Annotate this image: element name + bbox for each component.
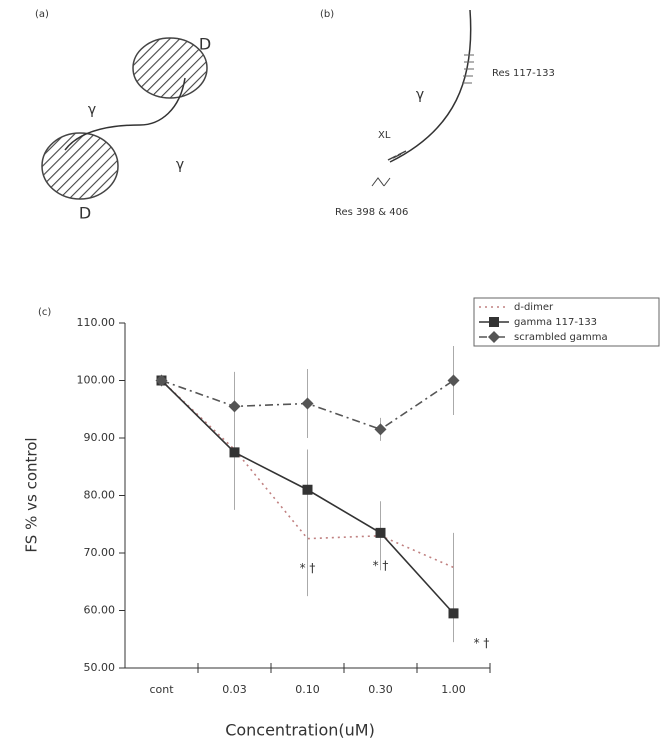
point (448, 375, 460, 387)
legend-label: gamma 117-133 (514, 317, 597, 328)
legend-label: scrambled gamma (514, 332, 608, 343)
panel-label: (c) (38, 307, 51, 318)
d-domain (42, 133, 118, 199)
gamma-chain (390, 10, 471, 162)
annotation: * † (300, 561, 316, 575)
y-tick-label: 70.00 (84, 546, 116, 559)
legend-marker (489, 317, 499, 327)
point (230, 447, 240, 457)
point (449, 608, 459, 618)
annotation: * † (474, 636, 490, 650)
d-domain (133, 38, 207, 98)
point (376, 528, 386, 538)
panel-label: (b) (320, 9, 334, 20)
x-tick-label: 0.30 (368, 683, 393, 696)
y-tick-label: 90.00 (84, 431, 116, 444)
panel-label: (a) (35, 9, 49, 20)
x-tick-label: 0.10 (295, 683, 320, 696)
legend-label: d-dimer (514, 302, 554, 313)
y-axis-label: FS % vs control (23, 437, 41, 552)
x-axis-label: Concentration(uM) (225, 721, 375, 740)
annotation: * † (373, 558, 389, 572)
gamma-label: γ (416, 87, 424, 103)
figure: (a) D γ γ D (b) Res 117-133 γ XL Res 398… (0, 0, 660, 746)
residue-pointers (372, 178, 390, 186)
gamma-label: γ (88, 102, 96, 118)
y-tick-label: 80.00 (84, 489, 116, 502)
y-tick-label: 60.00 (84, 604, 116, 617)
y-tick-label: 100.00 (77, 374, 116, 387)
residue-label: Res 117-133 (492, 68, 555, 79)
point (302, 398, 314, 410)
x-tick-label: 0.03 (222, 683, 247, 696)
point (303, 485, 313, 495)
residue-label: Res 398 & 406 (335, 207, 408, 218)
crosslink-label: XL (378, 130, 391, 141)
y-tick-label: 110.00 (77, 316, 116, 329)
gamma-label: γ (176, 157, 184, 173)
x-tick-label: cont (149, 683, 174, 696)
x-tick-label: 1.00 (441, 683, 466, 696)
domain-label: D (79, 204, 91, 223)
point (229, 400, 241, 412)
y-tick-label: 50.00 (84, 661, 116, 674)
point (375, 423, 387, 435)
